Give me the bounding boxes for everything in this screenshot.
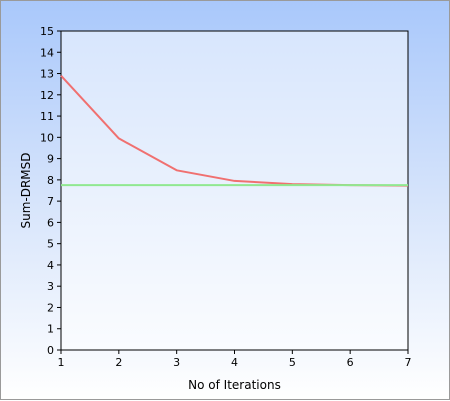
x-tick-label: 2: [115, 356, 122, 369]
y-tick-label: 10: [40, 131, 54, 144]
y-tick-label: 1: [47, 323, 54, 336]
y-tick-label: 15: [40, 25, 54, 38]
x-axis-title: No of Iterations: [188, 378, 281, 392]
y-tick-label: 8: [47, 174, 54, 187]
y-tick-label: 12: [40, 89, 54, 102]
y-tick-label: 9: [47, 153, 54, 166]
x-tick-label: 1: [58, 356, 65, 369]
y-tick-label: 3: [47, 280, 54, 293]
y-tick-label: 0: [47, 344, 54, 357]
y-tick-label: 2: [47, 301, 54, 314]
series-layer: [60, 74, 409, 187]
y-axis-title: Sum-DRMSD: [19, 152, 33, 228]
y-tick-label: 5: [47, 238, 54, 251]
x-tick-label: 4: [231, 356, 238, 369]
y-tick-label: 6: [47, 216, 54, 229]
y-tick-label: 14: [40, 46, 54, 59]
x-tick-label: 6: [347, 356, 354, 369]
y-tick-label: 7: [47, 195, 54, 208]
y-tick-label: 4: [47, 259, 54, 272]
x-tick-label: 3: [173, 356, 180, 369]
x-tick-label: 5: [289, 356, 296, 369]
y-tick-label: 13: [40, 68, 54, 81]
plot-area: [60, 30, 409, 351]
y-tick-label: 11: [40, 110, 54, 123]
x-tick-label: 7: [405, 356, 412, 369]
x-axis-ticks: 1 2 3 4 5 6 7: [58, 350, 412, 369]
